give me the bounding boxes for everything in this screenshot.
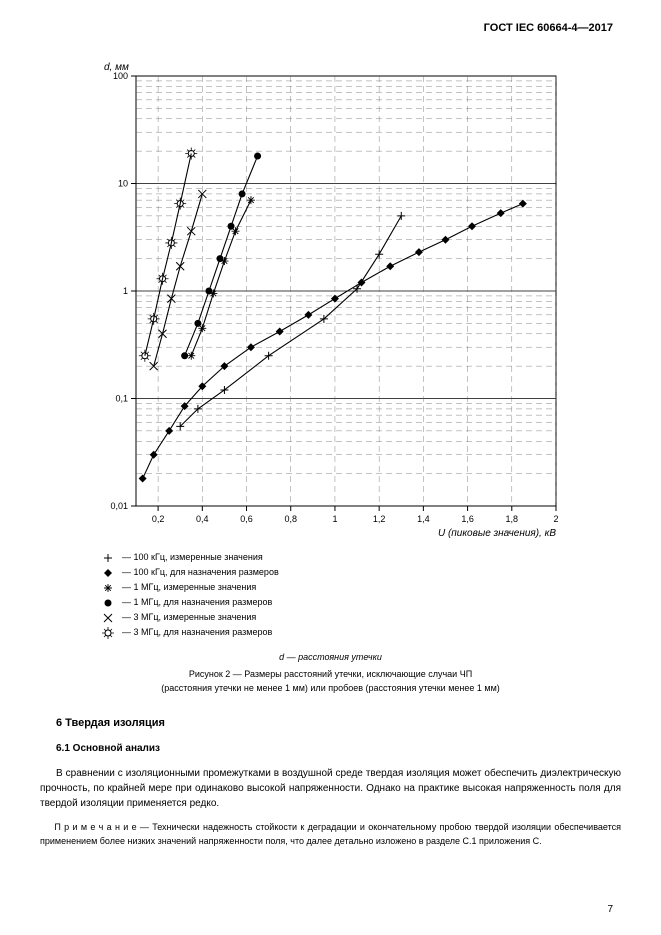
svg-text:2: 2 <box>553 514 558 524</box>
svg-text:0,2: 0,2 <box>151 514 164 524</box>
svg-text:0,6: 0,6 <box>240 514 253 524</box>
page-number: 7 <box>607 904 613 915</box>
svg-text:0,8: 0,8 <box>284 514 297 524</box>
svg-text:d, мм: d, мм <box>104 62 129 73</box>
chart-container: 0,20,40,60,811,21,41,61,820,010,1110100d… <box>81 58 581 542</box>
page: ГОСТ IEC 60664-4—2017 0,2 0,4 0,6 0,8 1 1,2 1,… <box>0 0 661 935</box>
subsection-title: 6.1 Основной анализ <box>56 743 621 754</box>
svg-text:1,6: 1,6 <box>461 514 474 524</box>
axis-caption: d — расстояния утечки <box>40 652 621 662</box>
legend-item: — 100 кГц, измеренные значения <box>100 550 621 565</box>
svg-text:1: 1 <box>332 514 337 524</box>
leakage-chart: 0,20,40,60,811,21,41,61,820,010,1110100d… <box>81 58 568 542</box>
figure-caption: Рисунок 2 — Размеры расстояний утечки, и… <box>40 668 621 695</box>
svg-text:0,01: 0,01 <box>110 501 128 511</box>
legend-item: — 3 МГц, измеренные значения <box>100 610 621 625</box>
svg-text:1,4: 1,4 <box>417 514 430 524</box>
legend-item: — 3 МГц, для назначения размеров <box>100 625 621 640</box>
svg-text:U (пиковые значения), кВ: U (пиковые значения), кВ <box>437 528 555 539</box>
svg-text:0,1: 0,1 <box>115 394 128 404</box>
note-paragraph: П р и м е ч а н и е — Технически надежно… <box>40 821 621 848</box>
svg-text:10: 10 <box>117 179 127 189</box>
legend-item: — 100 кГц, для назначения размеров <box>100 565 621 580</box>
svg-text:1,8: 1,8 <box>505 514 518 524</box>
chart-legend: — 100 кГц, измеренные значения— 100 кГц,… <box>100 550 621 640</box>
svg-text:1,2: 1,2 <box>372 514 385 524</box>
svg-text:1: 1 <box>122 286 127 296</box>
body-paragraph: В сравнении с изоляционными промежутками… <box>40 766 621 811</box>
legend-item: — 1 МГц, измеренные значения <box>100 580 621 595</box>
doc-header: ГОСТ IEC 60664-4—2017 <box>484 22 613 34</box>
svg-text:0,4: 0,4 <box>196 514 209 524</box>
legend-item: — 1 МГц, для назначения размеров <box>100 595 621 610</box>
section-title: 6 Твердая изоляция <box>56 717 621 729</box>
